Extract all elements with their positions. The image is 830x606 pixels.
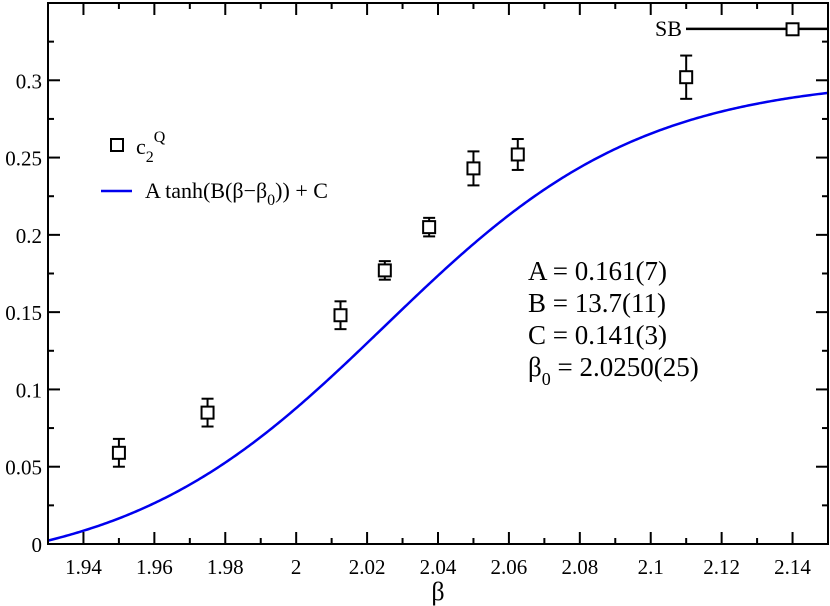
legend-marker-c2Q (110, 138, 124, 152)
y-tick-label: 0.1 (16, 378, 42, 402)
data-point (510, 138, 525, 171)
x-axis-label: β (431, 577, 444, 606)
x-tick-label: 1.96 (136, 555, 173, 579)
y-tick-label: 0.25 (5, 147, 42, 171)
data-point (466, 150, 481, 187)
point-marker (679, 70, 694, 85)
x-tick-label: 2.06 (491, 555, 528, 579)
y-tick-label: 0.05 (5, 456, 42, 480)
x-tick-label: 2.14 (774, 555, 811, 579)
x-tick-label: 2.12 (703, 555, 740, 579)
x-tick-label: 1.98 (207, 555, 244, 579)
x-tick-label: 2.08 (561, 555, 598, 579)
x-tick-label: 1.94 (65, 555, 102, 579)
fit-parameters: A = 0.161(7) B = 13.7(11) C = 0.141(3) β… (528, 256, 699, 389)
point-marker (510, 147, 525, 162)
x-tick-label: 2.02 (349, 555, 386, 579)
point-marker (333, 308, 348, 323)
fit-param-A: A = 0.161(7) (528, 256, 667, 286)
legend: c2Q A tanh(B(β−β0)) + C (101, 129, 328, 209)
x-tick-label: 2 (291, 555, 302, 579)
point-marker (377, 263, 392, 278)
data-point (333, 300, 348, 331)
plot-frame (47, 2, 829, 545)
x-tick-label: 2.1 (638, 555, 664, 579)
data-point (679, 54, 694, 100)
data-point (785, 22, 800, 37)
point-marker (785, 22, 800, 37)
point-marker (422, 220, 437, 235)
y-tick-label: 0.3 (16, 69, 42, 93)
point-marker (466, 161, 481, 176)
fit-param-beta0: β0 = 2.0250(25) (528, 352, 699, 389)
point-marker (111, 445, 126, 460)
y-tick-label: 0 (32, 533, 43, 557)
data-point (200, 397, 215, 428)
data-point (422, 216, 437, 238)
data-point (377, 260, 392, 281)
x-tick-label: 2.04 (420, 555, 457, 579)
legend-label-c2Q: c2Q (136, 129, 166, 166)
fit-param-C: C = 0.141(3) (528, 320, 667, 350)
sb-label: SB (655, 16, 682, 41)
fit-curve (47, 91, 829, 542)
data-point (111, 437, 126, 468)
fit-param-B: B = 13.7(11) (528, 288, 666, 318)
y-tick-label: 0.2 (16, 224, 42, 248)
legend-label-fit: A tanh(B(β−β0)) + C (145, 178, 328, 209)
y-tick-label: 0.15 (5, 301, 42, 325)
point-marker (200, 405, 215, 420)
